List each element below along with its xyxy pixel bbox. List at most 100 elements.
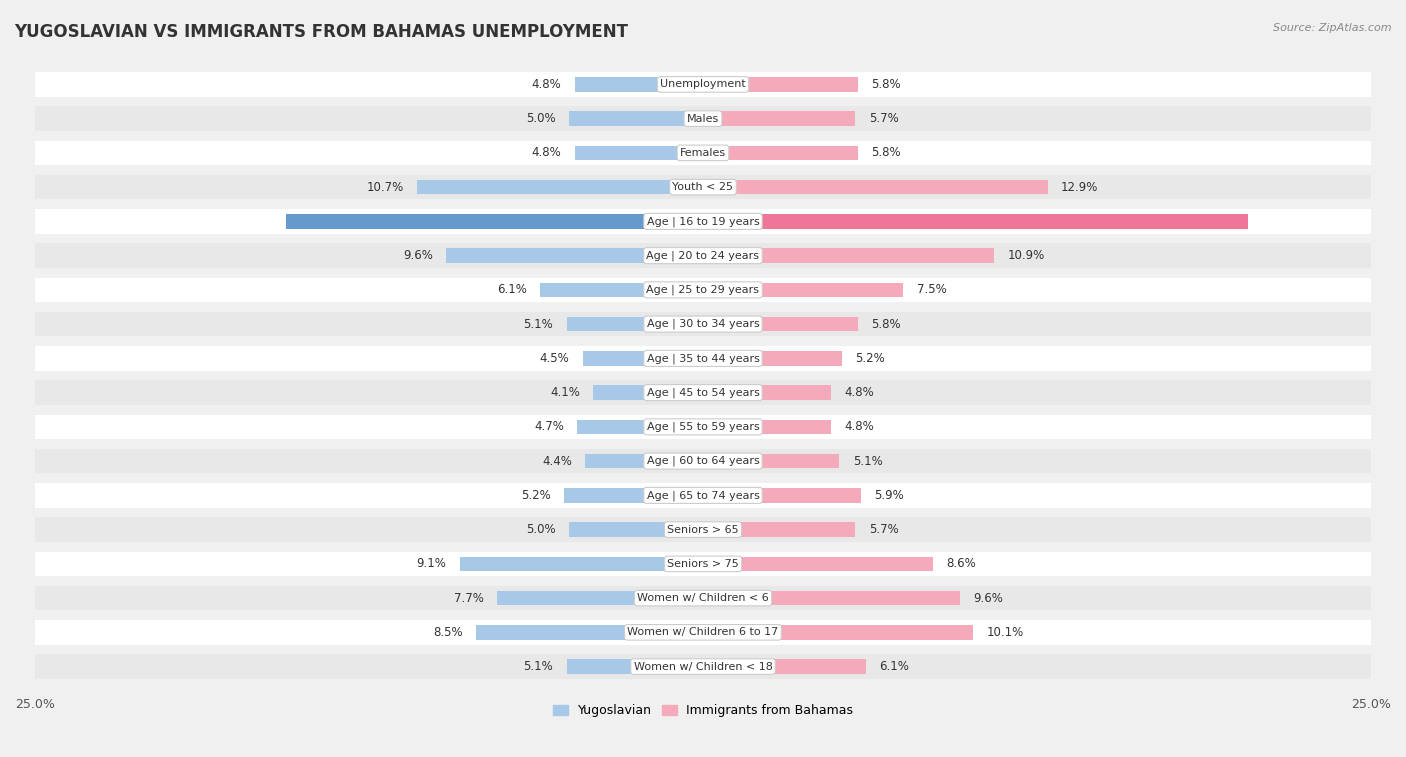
Bar (703, 111, 855, 126)
Bar (703, 591, 959, 606)
Bar (703, 248, 994, 263)
Bar (703, 385, 831, 400)
FancyBboxPatch shape (35, 483, 1371, 508)
Text: 5.9%: 5.9% (875, 489, 904, 502)
Bar (475, 625, 703, 640)
Bar (703, 214, 1249, 229)
FancyBboxPatch shape (35, 278, 1371, 302)
Text: 5.1%: 5.1% (523, 660, 554, 673)
Text: 12.9%: 12.9% (1062, 181, 1098, 194)
FancyBboxPatch shape (35, 552, 1371, 576)
FancyBboxPatch shape (35, 346, 1371, 371)
Text: 4.8%: 4.8% (531, 78, 561, 91)
Text: 6.1%: 6.1% (879, 660, 910, 673)
FancyBboxPatch shape (35, 449, 1371, 473)
Bar (578, 419, 703, 434)
FancyBboxPatch shape (35, 380, 1371, 405)
Text: Age | 25 to 29 years: Age | 25 to 29 years (647, 285, 759, 295)
Text: 5.1%: 5.1% (852, 455, 883, 468)
Text: Age | 65 to 74 years: Age | 65 to 74 years (647, 490, 759, 500)
Text: Age | 55 to 59 years: Age | 55 to 59 years (647, 422, 759, 432)
FancyBboxPatch shape (35, 243, 1371, 268)
Text: Age | 45 to 54 years: Age | 45 to 54 years (647, 388, 759, 398)
Text: 7.7%: 7.7% (454, 592, 484, 605)
Text: 4.8%: 4.8% (845, 420, 875, 433)
Text: 8.6%: 8.6% (946, 557, 976, 570)
Text: 5.8%: 5.8% (872, 78, 901, 91)
Text: 9.6%: 9.6% (973, 592, 1002, 605)
Text: 7.5%: 7.5% (917, 283, 946, 297)
Bar (582, 351, 703, 366)
Bar (569, 111, 703, 126)
Text: 4.4%: 4.4% (543, 455, 572, 468)
Text: Age | 20 to 24 years: Age | 20 to 24 years (647, 251, 759, 261)
Bar (703, 317, 858, 332)
Text: 15.6%: 15.6% (232, 215, 273, 228)
Text: Seniors > 75: Seniors > 75 (666, 559, 740, 569)
Bar (540, 282, 703, 297)
Bar (418, 180, 703, 195)
FancyBboxPatch shape (35, 72, 1371, 97)
Text: Seniors > 65: Seniors > 65 (668, 525, 738, 534)
FancyBboxPatch shape (35, 312, 1371, 336)
Text: Age | 16 to 19 years: Age | 16 to 19 years (647, 217, 759, 226)
Bar (567, 659, 703, 674)
Text: YUGOSLAVIAN VS IMMIGRANTS FROM BAHAMAS UNEMPLOYMENT: YUGOSLAVIAN VS IMMIGRANTS FROM BAHAMAS U… (14, 23, 628, 41)
Bar (703, 454, 839, 469)
Bar (703, 180, 1047, 195)
Text: 10.9%: 10.9% (1008, 249, 1045, 262)
Text: 5.8%: 5.8% (872, 146, 901, 160)
Text: 4.7%: 4.7% (534, 420, 564, 433)
Text: Age | 35 to 44 years: Age | 35 to 44 years (647, 353, 759, 363)
Text: 5.1%: 5.1% (523, 318, 554, 331)
Bar (564, 488, 703, 503)
Bar (703, 556, 932, 571)
Text: 5.7%: 5.7% (869, 523, 898, 536)
Bar (447, 248, 703, 263)
Text: 8.5%: 8.5% (433, 626, 463, 639)
Bar (567, 317, 703, 332)
Text: 5.7%: 5.7% (869, 112, 898, 125)
Text: 10.1%: 10.1% (986, 626, 1024, 639)
Bar (703, 625, 973, 640)
Bar (287, 214, 703, 229)
Text: Males: Males (688, 114, 718, 123)
Text: 6.1%: 6.1% (496, 283, 527, 297)
Text: Age | 30 to 34 years: Age | 30 to 34 years (647, 319, 759, 329)
Text: Women w/ Children 6 to 17: Women w/ Children 6 to 17 (627, 628, 779, 637)
Bar (703, 522, 855, 537)
Legend: Yugoslavian, Immigrants from Bahamas: Yugoslavian, Immigrants from Bahamas (547, 699, 859, 722)
FancyBboxPatch shape (35, 141, 1371, 165)
Text: 5.2%: 5.2% (522, 489, 551, 502)
Bar (498, 591, 703, 606)
Text: 20.4%: 20.4% (1261, 215, 1302, 228)
Bar (575, 145, 703, 160)
Text: 5.0%: 5.0% (526, 112, 555, 125)
Text: 5.0%: 5.0% (526, 523, 555, 536)
FancyBboxPatch shape (35, 175, 1371, 199)
Bar (703, 145, 858, 160)
Bar (585, 454, 703, 469)
Text: 9.1%: 9.1% (416, 557, 447, 570)
FancyBboxPatch shape (35, 654, 1371, 679)
Bar (703, 659, 866, 674)
FancyBboxPatch shape (35, 106, 1371, 131)
Bar (460, 556, 703, 571)
Text: Women w/ Children < 18: Women w/ Children < 18 (634, 662, 772, 671)
Text: 4.5%: 4.5% (540, 352, 569, 365)
Text: Age | 60 to 64 years: Age | 60 to 64 years (647, 456, 759, 466)
Text: Women w/ Children < 6: Women w/ Children < 6 (637, 593, 769, 603)
Bar (593, 385, 703, 400)
FancyBboxPatch shape (35, 415, 1371, 439)
Text: 4.8%: 4.8% (845, 386, 875, 399)
Text: 5.2%: 5.2% (855, 352, 884, 365)
Text: 9.6%: 9.6% (404, 249, 433, 262)
FancyBboxPatch shape (35, 209, 1371, 234)
FancyBboxPatch shape (35, 586, 1371, 610)
Text: Unemployment: Unemployment (661, 79, 745, 89)
Text: 10.7%: 10.7% (367, 181, 404, 194)
Bar (703, 282, 904, 297)
Bar (703, 351, 842, 366)
Bar (703, 419, 831, 434)
FancyBboxPatch shape (35, 517, 1371, 542)
